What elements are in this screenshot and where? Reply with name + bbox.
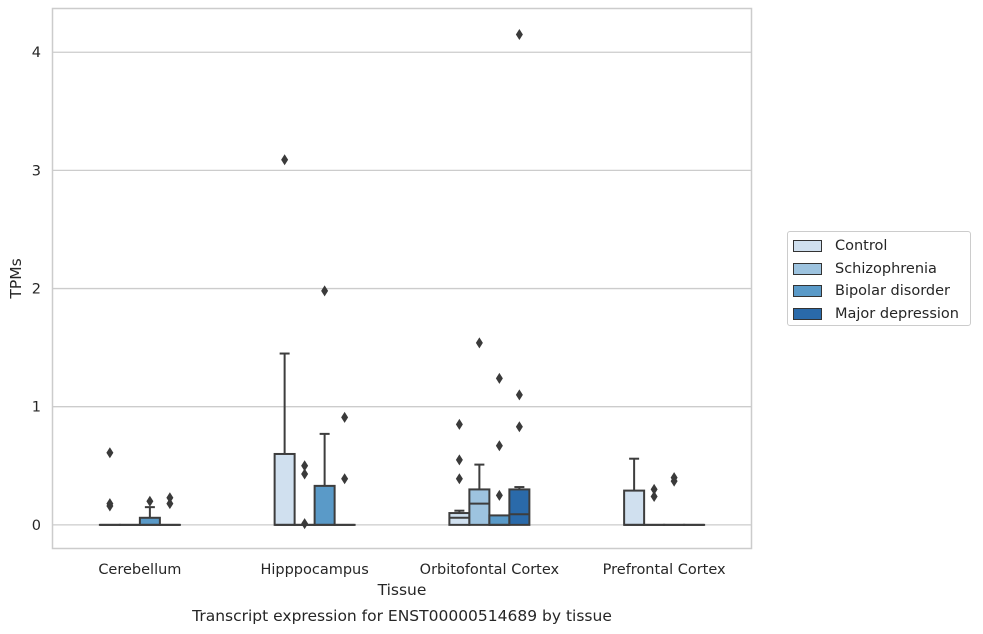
- legend-swatch-control: [793, 240, 822, 253]
- legend-swatch-major-depression: [793, 307, 822, 320]
- legend-item-schizophrenia: Schizophrenia: [793, 258, 970, 281]
- box-major-depression: [508, 488, 531, 526]
- legend-label-major-depression: Major depression: [835, 305, 959, 322]
- box-control: [623, 489, 646, 526]
- legend-label-schizophrenia: Schizophrenia: [835, 260, 937, 277]
- outlier-point-schizophrenia: [650, 483, 658, 495]
- x-axis-label: Tissue: [377, 581, 427, 599]
- outlier-point-bipolar-disorder: [495, 489, 503, 501]
- outlier-point-major-depression: [166, 498, 174, 510]
- y-tick-label: 3: [32, 163, 41, 179]
- outlier-point-schizophrenia: [650, 491, 658, 503]
- outlier-point-schizophrenia: [301, 460, 309, 472]
- y-tick-label: 2: [32, 282, 41, 298]
- x-tick-label-prefrontal-cortex: Prefrontal Cortex: [603, 562, 726, 578]
- plot-frame: [51, 7, 753, 550]
- outlier-point-schizophrenia: [301, 518, 309, 530]
- outlier-point-major-depression: [515, 389, 523, 401]
- outlier-point-schizophrenia: [301, 468, 309, 480]
- outlier-point-bipolar-disorder: [495, 372, 503, 384]
- x-tick-label-orbitofontal-cortex: Orbitofontal Cortex: [420, 562, 560, 578]
- outlier-point-major-depression: [515, 421, 523, 433]
- outlier-point-bipolar-disorder: [495, 440, 503, 452]
- legend-label-control: Control: [835, 238, 888, 255]
- box-control: [448, 512, 471, 526]
- box-bipolar-disorder: [488, 514, 511, 526]
- outlier-point-control: [455, 418, 463, 430]
- x-tick-label-hipppocampus: Hipppocampus: [260, 562, 368, 578]
- x-tick-label-cerebellum: Cerebellum: [98, 562, 181, 578]
- outlier-point-bipolar-disorder: [146, 495, 154, 507]
- outlier-point-major-depression: [341, 411, 349, 423]
- box-bipolar-disorder: [313, 484, 336, 526]
- y-tick-label: 1: [32, 400, 41, 416]
- legend-item-major-depression: Major depression: [793, 303, 970, 326]
- box-schizophrenia: [468, 488, 491, 526]
- outlier-point-major-depression: [341, 473, 349, 485]
- y-axis-label: TPMs: [7, 258, 25, 299]
- outlier-point-control: [281, 154, 289, 166]
- outlier-point-bipolar-disorder: [670, 475, 678, 487]
- legend-swatch-schizophrenia: [793, 262, 822, 275]
- box-bipolar-disorder: [138, 516, 161, 526]
- legend-item-bipolar-disorder: Bipolar disorder: [793, 280, 970, 303]
- legend-label-bipolar-disorder: Bipolar disorder: [835, 283, 950, 300]
- y-tick-label: 4: [32, 45, 41, 61]
- outlier-point-control: [106, 447, 114, 459]
- legend-swatch-bipolar-disorder: [793, 285, 822, 298]
- y-tick-label: 0: [32, 518, 41, 534]
- outlier-point-major-depression: [166, 492, 174, 504]
- outlier-point-major-depression: [515, 28, 523, 40]
- chart-caption: Transcript expression for ENST0000051468…: [192, 607, 612, 625]
- outlier-point-control: [106, 500, 114, 512]
- legend-item-control: Control: [793, 235, 970, 258]
- outlier-point-schizophrenia: [475, 337, 483, 349]
- outlier-point-control: [455, 473, 463, 485]
- box-control: [273, 452, 296, 526]
- outlier-point-control: [455, 454, 463, 466]
- outlier-point-bipolar-disorder: [321, 285, 329, 297]
- legend: Control Schizophrenia Bipolar disorder M…: [787, 231, 971, 326]
